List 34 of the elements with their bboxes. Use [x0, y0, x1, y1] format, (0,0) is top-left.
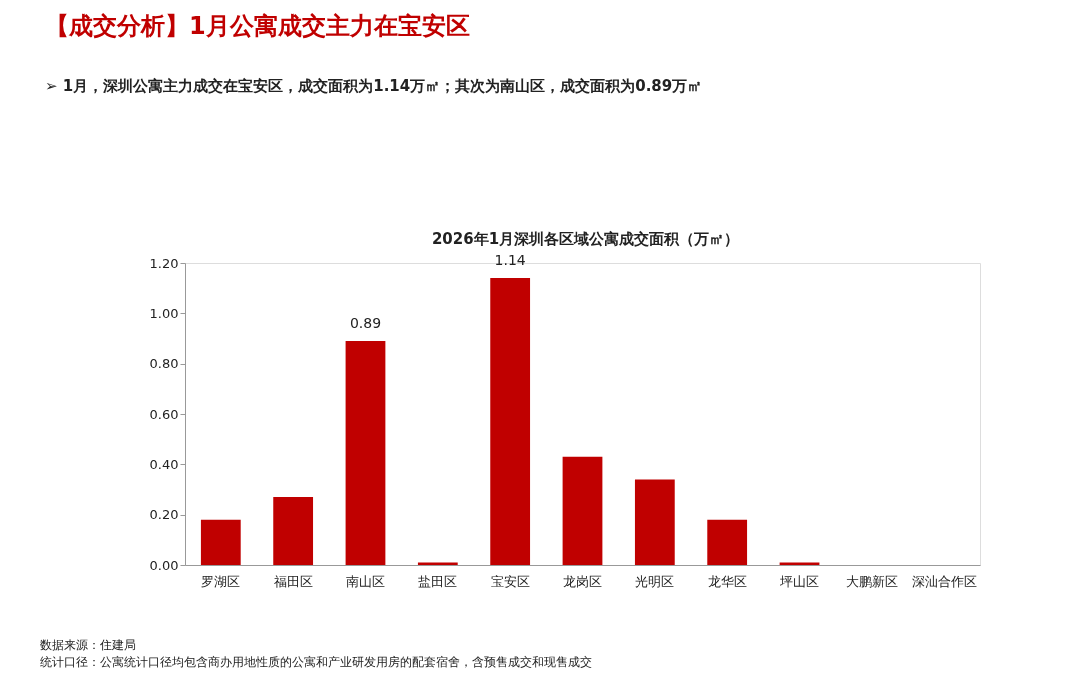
- x-tick-label: 罗湖区: [201, 573, 241, 589]
- bar: [634, 479, 675, 565]
- y-tick-label: 0.40: [149, 456, 179, 472]
- y-tick-label: 0.80: [149, 356, 179, 372]
- chart-title: 【成交分析】1月公寓成交主力在宝安区: [45, 12, 470, 40]
- text: 统计口径：公寓统计口径均包含商办用地性质的公寓和产业研发用房的配套宿舍，含预售成交和现售成交: [40, 655, 592, 669]
- x-tick-label: 大鹏新区: [845, 573, 898, 589]
- x-tick-label: 龙华区: [707, 573, 747, 589]
- y-tick-label: 0.00: [149, 557, 179, 573]
- x-tick-label: 福田区: [273, 573, 313, 589]
- data-label: 0.89: [349, 315, 382, 332]
- x-tick-label: 宝安区: [490, 573, 530, 589]
- source-note: 数据来源：住建局: [40, 638, 136, 652]
- y-tick-label: 0.20: [149, 507, 179, 523]
- data-label: 1.14: [494, 252, 526, 269]
- x-tick-label: 盐田区: [418, 573, 458, 589]
- bar: [707, 519, 748, 565]
- y-tick-label: 1.00: [149, 305, 179, 321]
- chart-subtitle: ➢ 1月，深圳公寓主力成交在宝安区，成交面积为1.14万㎡；其次为南山区，成交面积为0.89万㎡: [45, 77, 703, 95]
- text: 2026年1月深圳各区域公寓成交面积（万㎡）: [431, 230, 740, 248]
- x-tick-label: 深汕合作区: [911, 573, 977, 589]
- bar: [779, 562, 820, 565]
- bar: [417, 562, 458, 565]
- bar: [490, 278, 531, 565]
- y-tick-label: 0.60: [149, 406, 179, 422]
- bar: [345, 341, 386, 565]
- bar: [273, 497, 314, 565]
- bar: [200, 519, 241, 565]
- bar: [562, 456, 603, 565]
- x-tick-label: 坪山区: [779, 573, 820, 589]
- x-tick-label: 南山区: [345, 573, 385, 589]
- x-tick-label: 龙岗区: [563, 573, 602, 589]
- y-tick-label: 1.20: [149, 255, 179, 271]
- x-tick-label: 光明区: [635, 573, 675, 589]
